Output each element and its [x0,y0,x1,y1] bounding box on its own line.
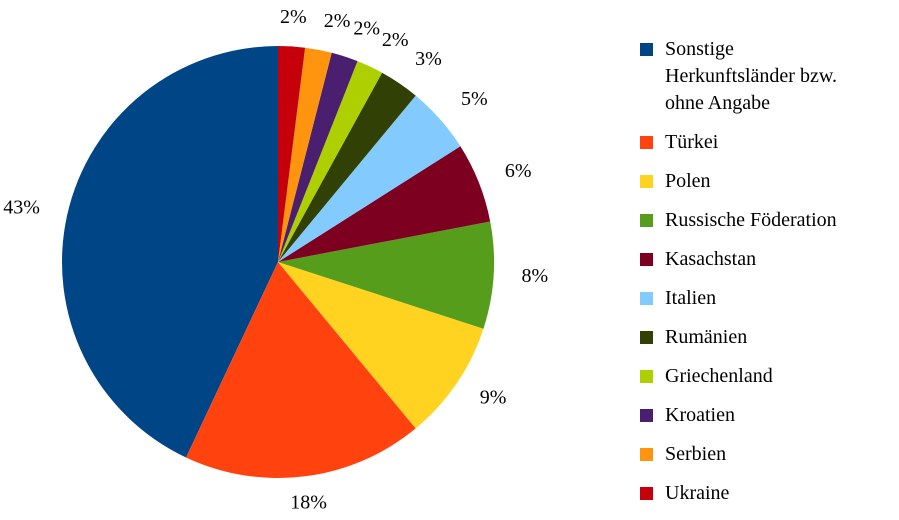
legend-item: Polen [640,168,837,195]
pie-slice [278,61,383,263]
legend-label: Polen [665,170,711,192]
data-label: 2% [353,18,380,40]
legend-label: Sonstige Herkunftsländer bzw. ohne Angab… [665,38,837,114]
pie-slice [62,46,279,458]
legend-item: Serbien [640,441,837,468]
legend: Sonstige Herkunftsländer bzw. ohne Angab… [640,36,837,507]
pie-slice [278,95,461,262]
legend-item: Kroatien [640,402,837,429]
data-label: 43% [3,196,40,218]
data-label: 6% [505,160,532,182]
data-label: 2% [382,29,409,51]
legend-item: Italien [640,285,837,312]
legend-item: Sonstige Herkunftsländer bzw. ohne Angab… [640,36,837,117]
data-label: 9% [480,387,507,409]
legend-swatch [640,487,653,500]
legend-item: Griechenland [640,363,837,390]
pie-slice [278,46,306,262]
legend-swatch [640,43,653,56]
data-label: 2% [324,10,351,32]
legend-swatch [640,409,653,422]
pie-slice [278,262,484,429]
legend-label: Serbien [665,443,727,465]
legend-label: Russische Föderation [665,209,837,231]
data-label: 18% [290,492,327,514]
legend-item: Rumänien [640,324,837,351]
legend-swatch [640,136,653,149]
legend-label: Griechenland [665,365,773,387]
legend-item: Kasachstan [640,246,837,273]
pie-slice [278,221,494,329]
legend-label: Ukraine [665,482,730,504]
legend-label: Italien [665,287,717,309]
legend-swatch [640,292,653,305]
legend-swatch [640,331,653,344]
legend-label: Kasachstan [665,248,757,270]
data-label: 5% [461,88,488,110]
pie-slice [278,52,358,262]
legend-swatch [640,253,653,266]
data-label: 2% [280,6,307,28]
data-label: 3% [415,48,442,70]
legend-item: Ukraine [640,480,837,507]
chart: 43%18%9%8%6%5%3%2%2%2%2% [3,6,549,514]
legend-item: Russische Föderation [640,207,837,234]
legend-item: Türkei [640,129,837,156]
legend-label: Türkei [665,131,719,153]
pie-slice [186,262,416,478]
legend-swatch [640,214,653,227]
legend-label: Kroatien [665,404,735,426]
pie-slice [278,72,416,262]
pie-slice [278,47,332,263]
legend-swatch [640,175,653,188]
legend-swatch [640,448,653,461]
legend-label: Rumänien [665,326,748,348]
legend-swatch [640,370,653,383]
pie-slice [278,146,491,262]
data-label: 8% [522,265,549,287]
